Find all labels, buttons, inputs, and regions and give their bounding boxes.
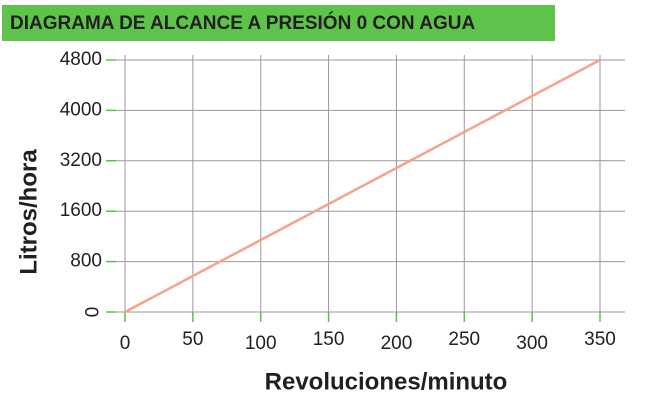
x-tick-label: 150: [313, 329, 345, 350]
x-tick-label: 200: [381, 333, 413, 354]
x-tick-label: 250: [448, 329, 480, 350]
y-tick-label: 4800: [60, 49, 102, 70]
x-tick-label: 50: [182, 329, 203, 350]
x-tick-label: 300: [516, 333, 548, 354]
y-tick-label: 3200: [60, 150, 102, 171]
x-axis-title: Revoluciones/minuto: [265, 368, 508, 395]
y-axis-title: Litros/hora: [15, 149, 42, 275]
x-tick-label: 0: [120, 333, 131, 354]
x-tick-label: 350: [584, 329, 616, 350]
y-tick-label: 4000: [60, 99, 102, 120]
x-tick-label: 100: [245, 333, 277, 354]
y-tick-label: 800: [70, 251, 102, 272]
y-tick-label: 1600: [60, 200, 102, 221]
chart-title: DIAGRAMA DE ALCANCE A PRESIÓN 0 CON AGUA: [10, 12, 475, 34]
title-banner: [2, 5, 555, 41]
y-tick-label: 0: [80, 307, 101, 318]
data-line: [124, 58, 601, 314]
